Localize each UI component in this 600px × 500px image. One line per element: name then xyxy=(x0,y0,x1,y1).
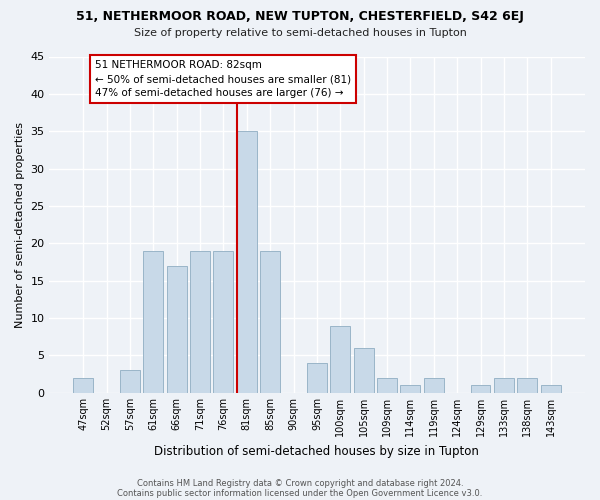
Bar xyxy=(260,251,280,393)
Bar xyxy=(167,266,187,393)
Bar xyxy=(73,378,93,393)
Bar xyxy=(470,386,490,393)
Text: 51 NETHERMOOR ROAD: 82sqm
← 50% of semi-detached houses are smaller (81)
47% of : 51 NETHERMOOR ROAD: 82sqm ← 50% of semi-… xyxy=(95,60,351,98)
Bar xyxy=(400,386,421,393)
Bar xyxy=(143,251,163,393)
Bar xyxy=(237,131,257,393)
Bar xyxy=(424,378,444,393)
Bar xyxy=(517,378,537,393)
Bar xyxy=(190,251,210,393)
Bar xyxy=(354,348,374,393)
Bar xyxy=(331,326,350,393)
Y-axis label: Number of semi-detached properties: Number of semi-detached properties xyxy=(15,122,25,328)
Text: Contains HM Land Registry data © Crown copyright and database right 2024.: Contains HM Land Registry data © Crown c… xyxy=(137,478,463,488)
Text: 51, NETHERMOOR ROAD, NEW TUPTON, CHESTERFIELD, S42 6EJ: 51, NETHERMOOR ROAD, NEW TUPTON, CHESTER… xyxy=(76,10,524,23)
Bar xyxy=(120,370,140,393)
Text: Contains public sector information licensed under the Open Government Licence v3: Contains public sector information licen… xyxy=(118,488,482,498)
Bar xyxy=(307,363,327,393)
Bar xyxy=(494,378,514,393)
X-axis label: Distribution of semi-detached houses by size in Tupton: Distribution of semi-detached houses by … xyxy=(154,444,479,458)
Bar xyxy=(214,251,233,393)
Bar xyxy=(541,386,560,393)
Text: Size of property relative to semi-detached houses in Tupton: Size of property relative to semi-detach… xyxy=(134,28,466,38)
Bar xyxy=(377,378,397,393)
